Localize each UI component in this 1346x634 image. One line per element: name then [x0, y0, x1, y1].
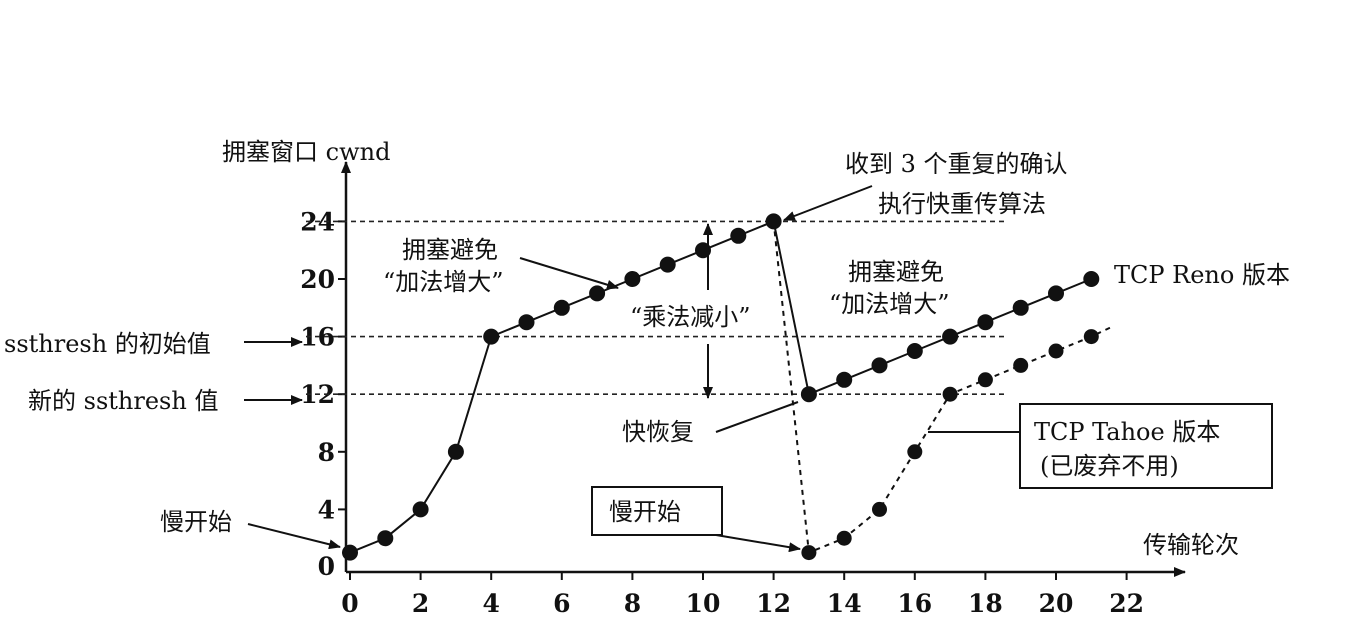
x-tick-label: 4	[482, 589, 499, 618]
reno-point	[342, 544, 358, 561]
x-tick-label: 8	[624, 589, 641, 618]
tahoe-point	[942, 386, 958, 402]
x-tick-label: 6	[553, 589, 570, 618]
dup-ack-arrow	[783, 185, 873, 221]
tahoe-box	[1019, 403, 1273, 489]
reno-point	[377, 530, 394, 547]
x-tick-label: 18	[968, 589, 1003, 618]
congestion-avoidance-label-2b: “加法增大”	[829, 290, 950, 318]
series-line-reno	[349, 220, 1092, 554]
x-axis-label: 传输轮次	[1143, 531, 1239, 559]
congestion-avoidance-arrow-1	[519, 257, 619, 290]
x-tick-label: 20	[1039, 589, 1074, 618]
data-points	[342, 213, 1100, 561]
reno-point	[765, 213, 782, 230]
reno-point	[800, 386, 817, 403]
tahoe-point	[872, 501, 887, 517]
y-tick-label: 0	[318, 552, 335, 581]
x-tick-label: 22	[1109, 589, 1144, 618]
slow-start-label-1: 慢开始	[160, 508, 232, 536]
reno-point	[1083, 271, 1100, 287]
tahoe-point	[1083, 329, 1099, 345]
dup-ack-label-line2: 执行快重传算法	[878, 190, 1046, 218]
reno-point	[1012, 299, 1029, 316]
reno-point	[412, 501, 429, 518]
y-tick-label: 8	[318, 438, 335, 467]
x-tick-label: 16	[897, 589, 932, 618]
mult-decrease-label: “乘法减小”	[630, 303, 751, 331]
reno-point	[447, 443, 464, 460]
y-tick-label: 4	[318, 495, 335, 524]
reno-point	[518, 314, 535, 331]
x-tick-label: 0	[341, 589, 358, 618]
ssthresh-initial-label: ssthresh 的初始值	[4, 330, 211, 358]
tahoe-point	[977, 372, 993, 388]
tahoe-label-line1: TCP Tahoe 版本	[1034, 418, 1220, 446]
reno-point	[836, 371, 853, 388]
reno-point	[977, 314, 994, 331]
congestion-avoidance-label-1a: 拥塞避免	[402, 236, 498, 264]
congestion-avoidance-label-2a: 拥塞避免	[848, 258, 944, 286]
reno-point	[1048, 285, 1064, 302]
slow-start-box-2	[591, 486, 723, 536]
fast-recovery-label: 快恢复	[622, 418, 694, 446]
x-tick-label: 12	[756, 589, 791, 618]
reno-point	[589, 285, 606, 302]
slow-start-arrow-1	[247, 523, 341, 550]
tahoe-point	[801, 545, 817, 561]
reference-lines	[306, 220, 1008, 396]
reno-point	[942, 328, 959, 345]
x-tick-label: 10	[686, 589, 721, 618]
reno-point	[624, 271, 641, 287]
x-tick-label: 14	[827, 589, 862, 618]
ssthresh-new-label: 新的 ssthresh 值	[28, 387, 218, 415]
reno-point	[730, 227, 747, 244]
reno-point	[906, 343, 923, 359]
tahoe-label-line2: (已废弃不用)	[1040, 452, 1179, 480]
x-tick-label: 2	[412, 589, 429, 618]
congestion-avoidance-label-1b: “加法增大”	[383, 268, 504, 296]
reno-point	[871, 357, 888, 374]
tahoe-point	[1013, 357, 1029, 373]
reno-point	[659, 256, 676, 273]
reno-point	[553, 299, 570, 316]
y-axis-label: 拥塞窗口 cwnd	[222, 138, 390, 166]
slow-start-arrow-2	[715, 534, 801, 553]
tahoe-point	[1048, 343, 1064, 359]
fast-recovery-arrow	[715, 401, 799, 433]
dup-ack-label-line1: 收到 3 个重复的确认	[845, 150, 1068, 178]
tahoe-point	[836, 530, 852, 546]
tahoe-point	[907, 444, 923, 460]
y-tick-label: 20	[300, 265, 335, 294]
slow-start-label-2: 慢开始	[609, 498, 681, 526]
reno-point	[483, 328, 500, 345]
reno-label: TCP Reno 版本	[1114, 261, 1290, 289]
